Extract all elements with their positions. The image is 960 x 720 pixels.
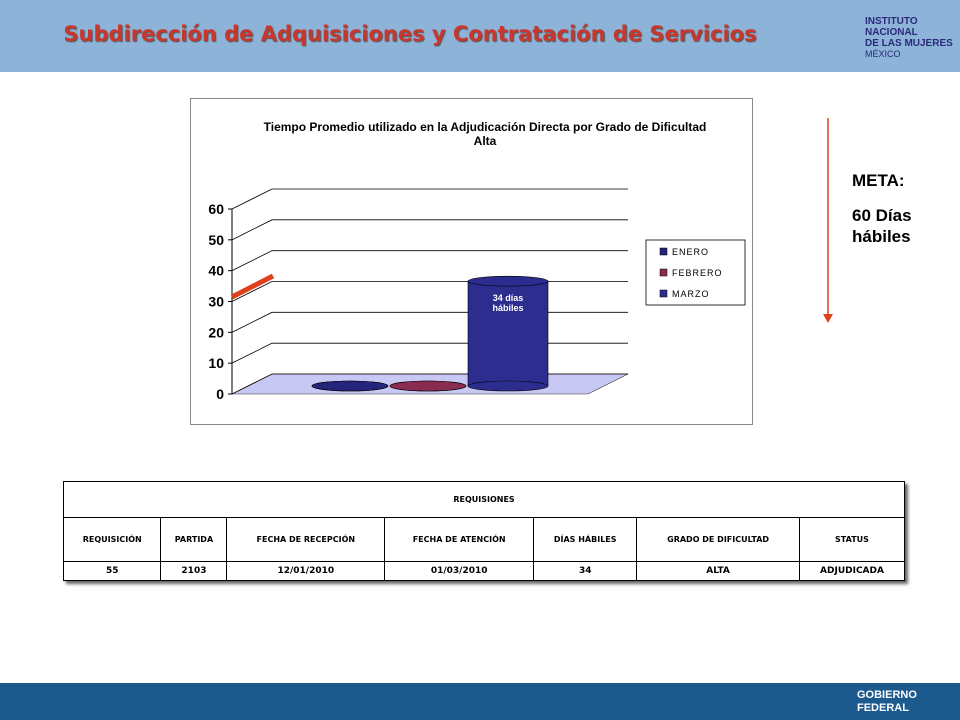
logo-line: DE LAS MUJERES bbox=[865, 38, 953, 49]
cell: ADJUDICADA bbox=[798, 561, 906, 581]
meta-value: 60 Días hábiles bbox=[852, 206, 912, 246]
grid-line bbox=[231, 281, 628, 302]
bar-top bbox=[467, 275, 549, 287]
cell: 34 bbox=[533, 561, 638, 581]
header-cell: DÍAS HÁBILES bbox=[533, 517, 638, 562]
grid-line bbox=[231, 342, 628, 364]
table-title: REQUISIONES bbox=[63, 481, 905, 518]
legend-swatch bbox=[659, 247, 668, 256]
table: REQUISIONES REQUISICIÓN PARTIDA FECHA DE R… bbox=[62, 481, 906, 581]
y-tick-label: 50 bbox=[208, 232, 224, 248]
y-tick-label: 0 bbox=[216, 386, 224, 402]
y-tick-label: 10 bbox=[208, 355, 224, 371]
legend-swatch bbox=[659, 268, 668, 277]
y-tick-label: 30 bbox=[208, 294, 224, 310]
arrow-head bbox=[823, 314, 833, 323]
highlight-mark bbox=[230, 273, 275, 300]
slide-title: Subdirección de Adquisiciones y Contrata… bbox=[63, 22, 757, 46]
header-cell: REQUISICIÓN bbox=[62, 517, 162, 562]
y-tick-label: 20 bbox=[208, 324, 224, 340]
header-cell: FECHA DE RECEPCIÓN bbox=[226, 517, 386, 562]
meta-label: META: bbox=[852, 171, 905, 190]
bar-body bbox=[467, 280, 549, 387]
banner bbox=[0, 0, 960, 72]
footer bbox=[0, 683, 960, 720]
grid-line bbox=[231, 219, 628, 241]
cell: 01/03/2010 bbox=[384, 561, 535, 581]
legend-swatch bbox=[659, 289, 668, 298]
y-tick-label: 40 bbox=[208, 263, 224, 279]
grid-line bbox=[231, 188, 628, 210]
y-tick-label: 60 bbox=[208, 201, 224, 217]
grid-line bbox=[231, 311, 628, 333]
header-cell: STATUS bbox=[798, 517, 906, 562]
logo: INSTITUTO NACIONAL DE LAS MUJERES MÉXICO bbox=[865, 16, 960, 60]
cell: ALTA bbox=[636, 561, 800, 581]
grid-line bbox=[231, 250, 628, 272]
logo-line: INSTITUTO NACIONAL bbox=[865, 16, 918, 38]
header-cell: PARTIDA bbox=[160, 517, 228, 562]
bar-top bbox=[311, 380, 389, 392]
footer-brand: GOBIERNO FEDERAL bbox=[857, 689, 917, 714]
legend-label: ENERO bbox=[672, 247, 709, 257]
chart-title: Tiempo Promedio utilizado en la Adjudica… bbox=[263, 120, 707, 148]
header-cell: FECHA DE ATENCIÓN bbox=[384, 517, 535, 562]
cell: 2103 bbox=[160, 561, 228, 581]
legend-label: FEBRERO bbox=[672, 268, 723, 278]
cell: 55 bbox=[62, 561, 162, 581]
legend-label: MARZO bbox=[672, 289, 710, 299]
bar-top bbox=[389, 380, 467, 392]
header-cell: GRADO DE DIFICULTAD bbox=[636, 517, 800, 562]
logo-line: MÉXICO bbox=[865, 49, 901, 59]
cell: 12/01/2010 bbox=[226, 561, 386, 581]
bar-base bbox=[467, 380, 549, 392]
data-label: 34 días hábiles bbox=[492, 293, 524, 314]
